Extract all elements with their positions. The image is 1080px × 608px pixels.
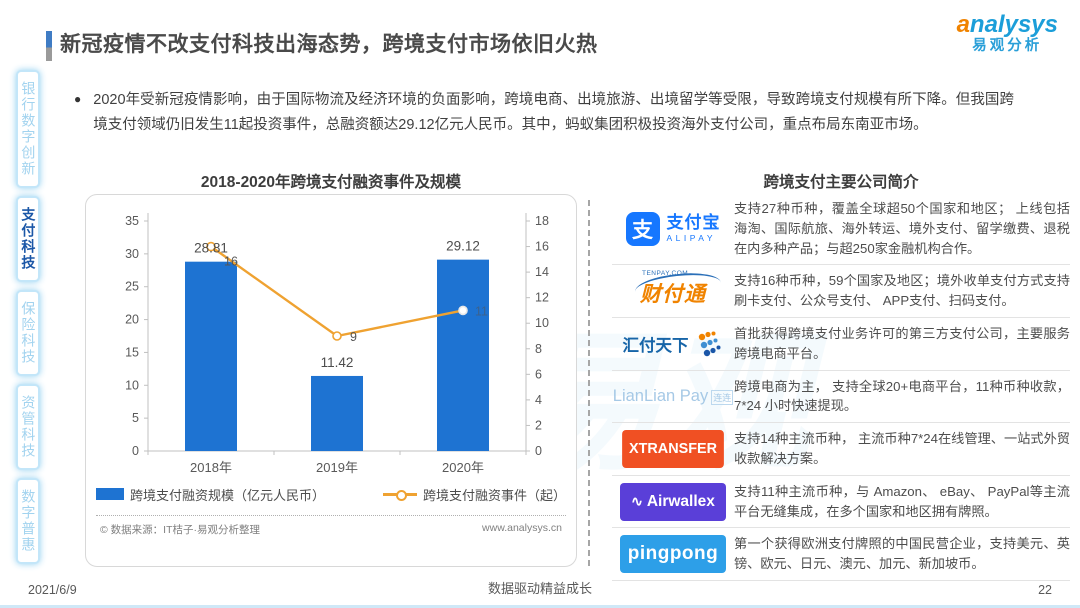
xtransfer-name: XTRANSFER <box>622 429 724 468</box>
alipay-name-en: ALIPAY <box>666 233 717 244</box>
company-desc: 跨境电商为主， 支持全球20+电商平台，11种币种收款，7*24 小时快速提现。 <box>734 378 1070 414</box>
svg-text:30: 30 <box>125 247 139 261</box>
summary-bullet: ● 2020年受新冠疫情影响，由于国际物流及经济环境的负面影响，跨境电商、出境旅… <box>74 88 1014 138</box>
lianlian-name-en: LianLian Pay <box>612 386 709 405</box>
title-accent-bar <box>46 31 52 61</box>
svg-text:2020年: 2020年 <box>442 460 484 475</box>
svg-text:8: 8 <box>535 342 542 356</box>
svg-text:2019年: 2019年 <box>316 460 358 475</box>
svg-text:0: 0 <box>132 444 139 458</box>
svg-text:9: 9 <box>350 330 357 344</box>
svg-text:10: 10 <box>535 316 549 330</box>
combo-chart: 0 5 10 15 20 25 30 35 0 2 4 6 8 10 12 14 16 18 2018年 2019年 2… <box>125 213 549 475</box>
svg-text:35: 35 <box>125 214 139 228</box>
svg-text:16: 16 <box>224 255 238 269</box>
chart-legend: 跨境支付融资规模（亿元人民币） 跨境支付融资事件（起） <box>96 481 566 507</box>
company-row-alipay: 支 支付宝 ALIPAY 支持27种币种，覆盖全球超50个国家和地区； 上线包括… <box>612 193 1070 266</box>
huifu-name-cn: 汇付天下 <box>622 336 689 355</box>
analysys-url[interactable]: www.analysys.cn <box>482 522 562 534</box>
sidebar-tab-bank-digital[interactable]: 银行数字创新 <box>15 70 41 188</box>
company-row-lianlian: LianLian Pay 连连 跨境电商为主， 支持全球20+电商平台，11种币… <box>612 371 1070 424</box>
analysys-logo: analysys 易观分析 <box>956 11 1058 55</box>
section-divider <box>588 200 590 566</box>
company-desc: 支持27种币种，覆盖全球超50个国家和地区； 上线包括海淘、国际航旅、海外转运、… <box>734 201 1070 256</box>
footer-date: 2021/6/9 <box>28 583 77 597</box>
svg-text:2: 2 <box>535 418 542 432</box>
svg-text:28.81: 28.81 <box>194 241 228 256</box>
pingpong-logo: pingpong <box>612 535 734 574</box>
legend-line-label: 跨境支付融资事件（起） <box>423 487 567 503</box>
alipay-square-icon: 支 <box>625 211 660 246</box>
companies-title: 跨境支付主要公司简介 <box>763 174 919 191</box>
footer-slogan: 数据驱动精益成长 <box>487 581 592 596</box>
huifu-logo: 汇付天下 <box>612 330 734 358</box>
line-swatch-icon <box>383 489 417 501</box>
sidebar-tab-digital-inclusion[interactable]: 数字普惠 <box>15 478 41 564</box>
bar-swatch-icon <box>96 488 124 500</box>
analysys-logo-en: analysys <box>956 11 1058 38</box>
svg-text:16: 16 <box>535 240 549 254</box>
companies-panel: 支 支付宝 ALIPAY 支持27种币种，覆盖全球超50个国家和地区； 上线包括… <box>612 193 1070 581</box>
company-row-tenpay: TENPAY.COM 财付通 支持16种币种，59个国家及地区；境外收单支付方式… <box>612 265 1070 318</box>
company-desc: 首批获得跨境支付业务许可的第三方支付公司，主要服务跨境电商平台。 <box>734 325 1070 361</box>
pingpong-name: pingpong <box>620 535 726 574</box>
company-desc: 支持16种币种，59个国家及地区；境外收单支付方式支持刷卡支付、公众号支付、 A… <box>734 273 1070 309</box>
svg-text:2018年: 2018年 <box>190 460 232 475</box>
chart-title: 2018-2020年跨境支付融资事件及规模 <box>200 174 462 191</box>
company-row-huifu: 汇付天下 首批获得跨境支付业务许可的第三方支付公司，主要服务跨境电商平台。 <box>612 318 1070 371</box>
analysys-logo-cn: 易观分析 <box>972 38 1043 55</box>
svg-text:10: 10 <box>125 378 139 392</box>
svg-text:5: 5 <box>132 411 139 425</box>
bullet-icon: ● <box>74 92 82 106</box>
svg-text:0: 0 <box>535 444 542 458</box>
company-desc: 支持14种主流币种， 主流币种7*24在线管理、一站式外贸收款解决方案。 <box>734 431 1070 466</box>
company-desc: 支持11种主流币种，与 Amazon、 eBay、 PayPal等主流平台无缝集… <box>734 483 1070 519</box>
company-desc: 第一个获得欧洲支付牌照的中国民营企业，支持美元、英镑、欧元、日元、澳元、加元、新… <box>734 536 1070 572</box>
company-row-xtransfer: XTRANSFER 支持14种主流币种， 主流币种7*24在线管理、一站式外贸收… <box>612 423 1070 476</box>
svg-text:20: 20 <box>125 313 139 327</box>
chart-source-row: © 数据来源：IT桔子·易观分析整理 www.analysys.cn <box>96 515 566 537</box>
page-title: 新冠疫情不改支付科技出海态势，跨境支付市场依旧火热 <box>60 33 598 56</box>
svg-text:4: 4 <box>535 393 542 407</box>
svg-text:11: 11 <box>475 304 488 318</box>
legend-item-bar: 跨境支付融资规模（亿元人民币） <box>96 485 325 504</box>
legend-item-line: 跨境支付融资事件（起） <box>383 485 566 504</box>
alipay-logo: 支 支付宝 ALIPAY <box>612 211 734 246</box>
tenpay-name-cn: 财付通 <box>640 283 706 307</box>
sidebar: 银行数字创新 支付科技 保险科技 资管科技 数字普惠 <box>8 70 48 564</box>
svg-text:14: 14 <box>535 265 549 279</box>
sidebar-tab-asset-tech[interactable]: 资管科技 <box>15 384 41 470</box>
svg-text:18: 18 <box>535 214 549 228</box>
lianlian-logo: LianLian Pay 连连 <box>612 387 734 406</box>
legend-bar-label: 跨境支付融资规模（亿元人民币） <box>130 487 326 503</box>
airwallex-logo: ∿ Airwallex <box>612 482 734 521</box>
footer-page-number: 22 <box>1038 583 1052 597</box>
data-source: © 数据来源：IT桔子·易观分析整理 <box>100 524 260 536</box>
alipay-name-cn: 支付宝 <box>666 213 721 233</box>
svg-text:25: 25 <box>125 280 139 294</box>
tenpay-name-en: TENPAY.COM <box>642 270 689 278</box>
svg-text:12: 12 <box>535 291 549 305</box>
xtransfer-logo: XTRANSFER <box>612 429 734 468</box>
company-row-pingpong: pingpong 第一个获得欧洲支付牌照的中国民营企业，支持美元、英镑、欧元、日… <box>612 528 1070 581</box>
svg-text:11.42: 11.42 <box>321 355 354 370</box>
sidebar-tab-payment-tech[interactable]: 支付科技 <box>15 196 41 282</box>
svg-text:29.12: 29.12 <box>446 239 480 254</box>
company-row-airwallex: ∿ Airwallex 支持11种主流币种，与 Amazon、 eBay、 Pa… <box>612 476 1070 529</box>
svg-text:15: 15 <box>125 345 139 359</box>
summary-text: 2020年受新冠疫情影响，由于国际物流及经济环境的负面影响，跨境电商、出境旅游、… <box>93 92 1014 133</box>
tenpay-logo: TENPAY.COM 财付通 <box>612 269 734 308</box>
chart-card: 0 5 10 15 20 25 30 35 0 2 4 6 8 10 12 14 16 18 2018年 2019年 2… <box>85 194 577 567</box>
svg-text:6: 6 <box>535 367 542 381</box>
lianlian-name-cn: 连连 <box>711 389 734 405</box>
airwallex-name: Airwallex <box>646 492 715 510</box>
airwallex-wave-icon: ∿ <box>631 493 643 510</box>
huifu-pinwheel-icon <box>698 331 720 356</box>
sidebar-tab-insurance-tech[interactable]: 保险科技 <box>15 290 41 376</box>
